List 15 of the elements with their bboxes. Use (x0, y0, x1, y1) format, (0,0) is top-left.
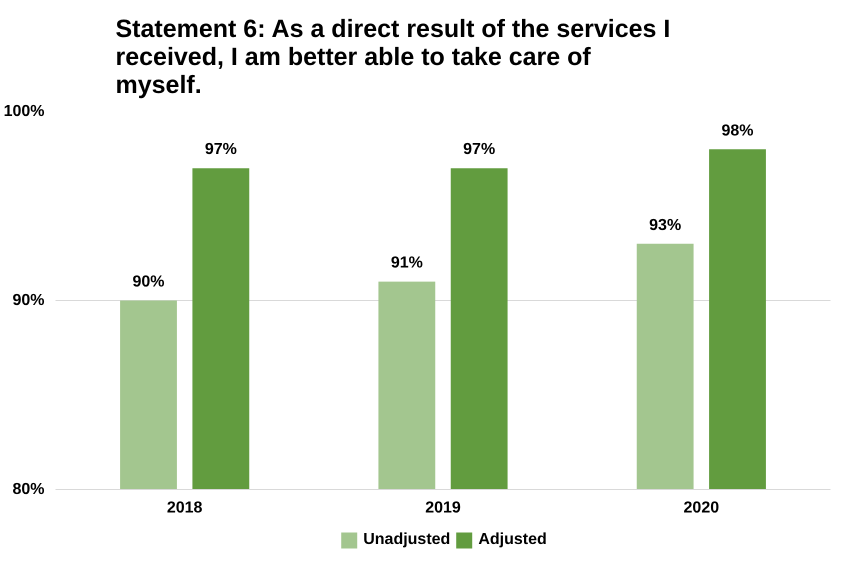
y-tick-label: 80% (12, 481, 45, 498)
x-tick-label: 2020 (684, 500, 720, 516)
legend-label: Unadjusted (363, 531, 450, 549)
x-tick-label: 2018 (166, 500, 203, 516)
legend-label: Adjusted (478, 531, 547, 549)
chart-title: Statement 6: As a direct result of the services I received, I am better able to take care of myself. (116, 15, 670, 99)
data-label: 91% (390, 254, 423, 272)
data-label: 97% (204, 141, 237, 158)
data-label: 97% (463, 141, 496, 158)
data-label: 93% (649, 216, 682, 234)
x-tick-label: 2019 (425, 500, 461, 516)
y-tick-label: 90% (12, 292, 45, 309)
data-label: 90% (132, 274, 165, 290)
data-label: 98% (721, 122, 754, 140)
y-tick-label: 100% (4, 103, 44, 120)
